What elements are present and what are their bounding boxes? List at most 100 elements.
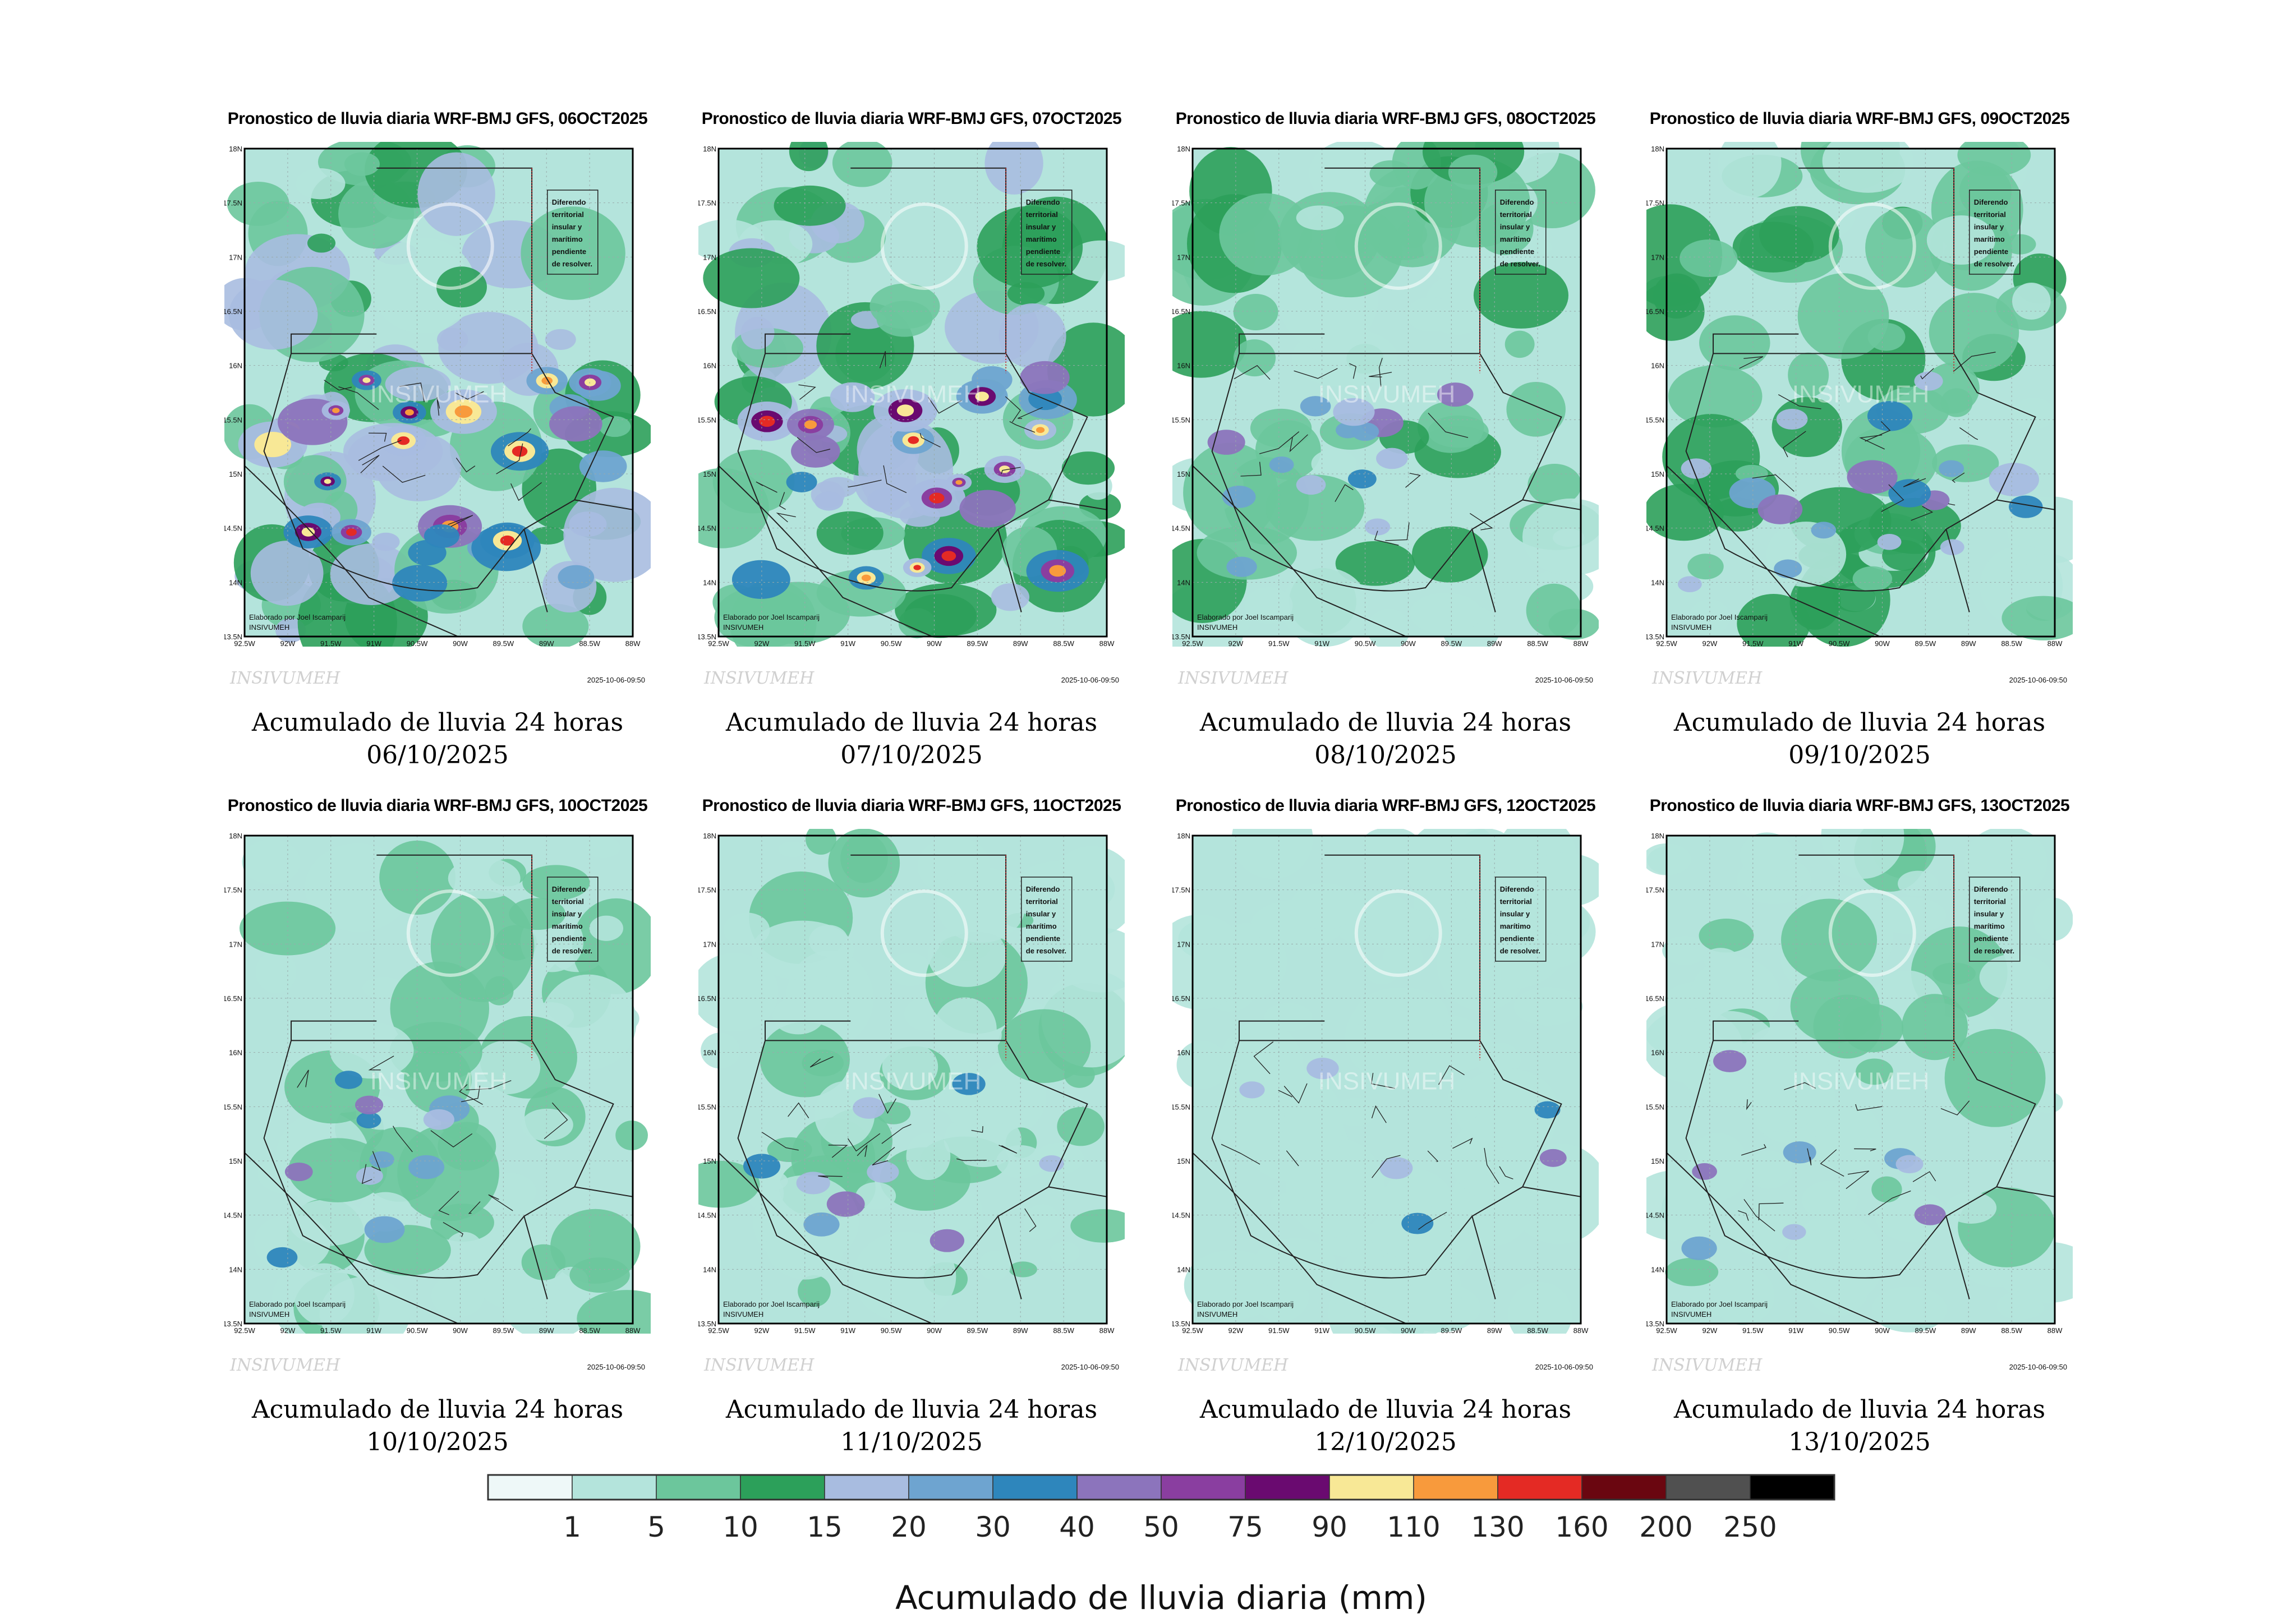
note-line: pendiente	[1026, 247, 1060, 256]
department-border	[1289, 434, 1308, 453]
lon-tick-label: 91.5W	[794, 1326, 816, 1334]
rain-blob	[1788, 352, 1829, 398]
rain-blob	[933, 997, 997, 1062]
colorbar-frame	[487, 1474, 1835, 1501]
rain-core	[1895, 1155, 1924, 1174]
colorbar-label: 90	[1312, 1511, 1347, 1543]
rain-core	[1847, 460, 1898, 494]
coastline-pacific	[244, 1152, 459, 1324]
credit-line: Elaborado por Joel Iscamparij	[1197, 613, 1294, 621]
footer-logo: INSIVUMEH	[1177, 1357, 1289, 1375]
caption-date: 09/10/2025	[1788, 741, 1931, 769]
caption-line1: Acumulado de lluvia 24 horas	[1199, 1395, 1572, 1424]
rain-blob	[1867, 322, 1906, 351]
note-line: Diferendo	[1026, 198, 1060, 206]
lon-tick-label: 88.5W	[2001, 1326, 2022, 1334]
lon-tick-label: 90W	[927, 639, 942, 647]
lon-tick-label: 89W	[1013, 639, 1028, 647]
lon-tick-label: 88W	[1573, 639, 1589, 647]
rain-blob	[1745, 1151, 1793, 1189]
lat-tick-label: 16N	[1651, 1049, 1664, 1057]
colorbar-swatch	[487, 1474, 573, 1500]
lon-tick-label: 90.5W	[1355, 1326, 1376, 1334]
rain-core	[1239, 1081, 1265, 1099]
rain-core	[1347, 469, 1377, 489]
note-line: de resolver.	[1500, 947, 1540, 955]
lat-tick-label: 14N	[229, 1265, 242, 1274]
rain-core	[1039, 1155, 1064, 1172]
lon-tick-label: 92.5W	[708, 639, 729, 647]
lat-tick-label: 17N	[1177, 940, 1190, 948]
note-line: marítimo	[1500, 235, 1531, 243]
rain-blob	[370, 237, 476, 334]
rain-core-peak	[301, 527, 315, 537]
lon-tick-label: 89.5W	[967, 1326, 988, 1334]
rain-map: INSIVUMEH Diferendo territorial insular y ma…	[1646, 829, 2073, 1334]
note-line: Diferendo	[552, 198, 586, 206]
department-border	[762, 1132, 799, 1151]
rain-blob	[1871, 1176, 1902, 1203]
rain-core	[853, 1097, 885, 1119]
panel-title: Pronostico de lluvia diaria WRF-BMJ GFS,…	[227, 796, 648, 815]
note-line: pendiente	[1500, 247, 1534, 256]
lon-tick-label: 90.5W	[1829, 1326, 1850, 1334]
rain-map: INSIVUMEH Diferendo territorial insular y ma…	[698, 829, 1125, 1334]
footer-logo: INSIVUMEH	[1177, 670, 1289, 688]
rain-core-peak	[861, 574, 871, 582]
department-border	[1294, 368, 1338, 379]
rain-blob	[1172, 311, 1247, 378]
rain-blob	[521, 206, 625, 300]
department-border	[1855, 1104, 1883, 1111]
lat-tick-label: 15.5N	[698, 1103, 716, 1111]
colorbar-swatch	[1497, 1474, 1582, 1500]
rain-blob	[814, 1081, 875, 1147]
rain-blob	[1740, 832, 1795, 878]
colorbar-swatch	[572, 1474, 657, 1500]
rain-core	[1379, 1157, 1413, 1179]
rain-core-peak	[941, 551, 956, 561]
note-line: Diferendo	[552, 885, 586, 893]
panel-footer: INSIVUMEH 2025-10-06-09:50	[1177, 670, 1593, 688]
border-neighbors	[523, 499, 633, 612]
panel-caption: Acumulado de lluvia 24 horas 09/10/2025	[1646, 707, 2073, 772]
rain-blob	[1827, 1227, 1857, 1244]
rain-blob	[1526, 1187, 1566, 1219]
rain-blob	[1506, 381, 1566, 437]
rain-core	[1534, 1101, 1561, 1119]
rain-core	[796, 1172, 830, 1195]
rain-core	[1300, 396, 1331, 417]
caption-date: 10/10/2025	[366, 1428, 509, 1456]
rain-blob	[227, 181, 289, 226]
lon-tick-label: 90.5W	[1355, 639, 1376, 647]
lon-tick-label: 90W	[1875, 639, 1890, 647]
lon-tick-label: 92W	[280, 1326, 296, 1334]
rain-core	[1757, 494, 1803, 524]
rain-blob	[1410, 592, 1482, 635]
rain-core	[1989, 463, 2039, 496]
rain-blob	[1233, 339, 1276, 377]
note-line: pendiente	[1500, 934, 1534, 943]
rain-core	[815, 491, 844, 511]
panel-caption: Acumulado de lluvia 24 horas 13/10/2025	[1646, 1394, 2073, 1459]
map-frame	[717, 834, 1108, 1325]
note-line: pendiente	[1974, 934, 2008, 943]
watermark-text: INSIVUMEH	[844, 380, 981, 408]
rain-blob	[1214, 1082, 1285, 1156]
rain-core	[1437, 382, 1474, 407]
lon-tick-label: 91W	[1314, 1326, 1329, 1334]
rain-blob	[397, 1124, 499, 1221]
department-border	[1370, 1073, 1395, 1089]
border-peten	[291, 167, 533, 354]
panel-footer: INSIVUMEH 2025-10-06-09:50	[1651, 670, 2067, 688]
rain-core	[1914, 1204, 1946, 1225]
note-line: marítimo	[552, 235, 583, 243]
lon-tick-label: 89.5W	[1441, 1326, 1462, 1334]
rain-blob	[390, 961, 490, 1056]
border-guatemala	[737, 353, 1088, 592]
rain-blob	[1790, 969, 1880, 1043]
panel-caption: Acumulado de lluvia 24 horas 12/10/2025	[1172, 1394, 1599, 1459]
rain-blob	[832, 142, 892, 187]
department-border	[1005, 396, 1021, 422]
lat-tick-label: 16.5N	[224, 307, 242, 316]
rain-core	[867, 488, 904, 513]
